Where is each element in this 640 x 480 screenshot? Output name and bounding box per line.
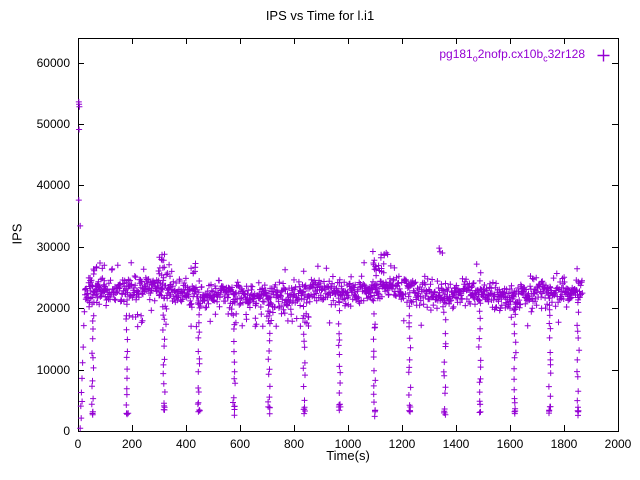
x-tick-label: 200 — [122, 437, 142, 451]
axis-ticks — [78, 38, 619, 432]
x-tick-label: 1400 — [443, 437, 470, 451]
y-tick-label: 0 — [63, 424, 70, 438]
plot-border — [78, 38, 619, 432]
y-tick-label: 50000 — [37, 117, 71, 131]
y-tick-label: 10000 — [37, 363, 71, 377]
legend-label-part: 2nofp.cx10b — [477, 47, 544, 61]
x-tick-label: 1600 — [497, 437, 524, 451]
legend-series-label: pg181o2nofp.cx10bc32r128 — [439, 47, 585, 63]
legend-label-part: c — [543, 53, 548, 64]
x-axis-title: Time(s) — [326, 448, 370, 463]
x-tick-label: 1800 — [551, 437, 578, 451]
x-tick-label: 1000 — [335, 437, 362, 451]
chart-title: IPS vs Time for l.i1 — [265, 8, 375, 23]
legend-label-part: o — [472, 53, 478, 64]
x-tick-label: 0 — [75, 437, 82, 451]
plus-marker-icon — [597, 49, 610, 62]
data-points — [75, 98, 586, 432]
x-tick-label: 1200 — [389, 437, 416, 451]
y-tick-label: 40000 — [37, 178, 71, 192]
x-tick-label: 800 — [284, 437, 304, 451]
x-tick-label: 600 — [230, 437, 250, 451]
legend: pg181o2nofp.cx10bc32r128 — [439, 47, 610, 63]
x-tick-label: 2000 — [605, 437, 632, 451]
x-tick-label: 400 — [176, 437, 196, 451]
y-tick-label: 20000 — [37, 301, 71, 315]
y-tick-label: 60000 — [37, 56, 71, 70]
legend-label-part: pg181 — [439, 47, 473, 61]
y-tick-label: 30000 — [37, 240, 71, 254]
legend-label-part: 32r128 — [547, 47, 585, 61]
